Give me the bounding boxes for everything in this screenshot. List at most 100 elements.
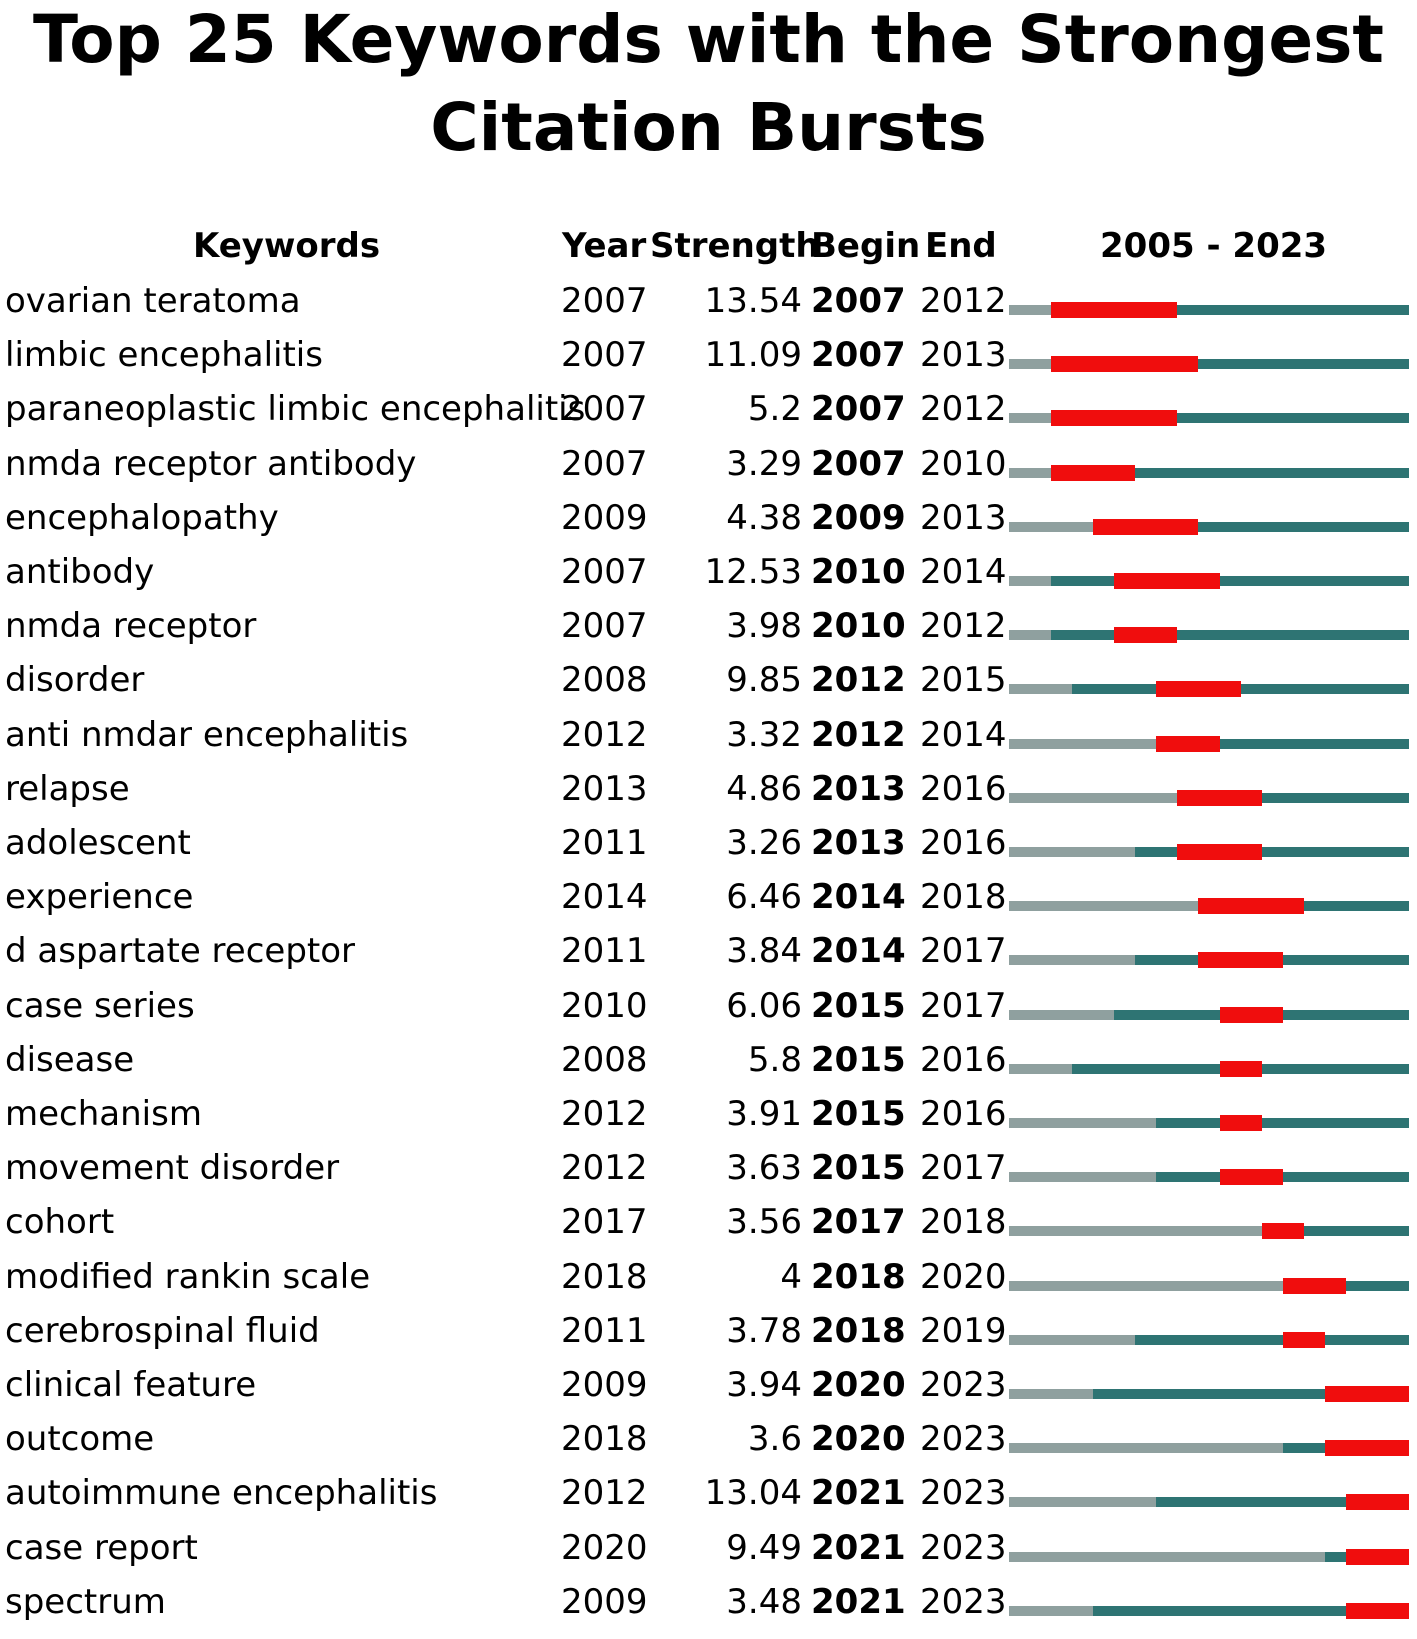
end-cell: 2023 — [920, 1365, 1007, 1405]
burst-timeline — [1009, 1358, 1409, 1412]
pre-publication-segment — [1009, 847, 1136, 857]
keyword-cell: d aspartate receptor — [5, 931, 356, 972]
active-segment — [1261, 1226, 1409, 1237]
year-cell: 2009 — [561, 1581, 648, 1622]
strength-cell: 3.26 — [726, 823, 802, 863]
pre-publication-segment — [1009, 1172, 1157, 1183]
pre-publication-segment — [1009, 1334, 1136, 1345]
keyword-cell: movement disorder — [5, 1148, 340, 1189]
table-row: d aspartate receptor 2011 3.84 2014 2017 — [0, 924, 1417, 978]
burst-timeline — [1009, 1575, 1409, 1629]
strength-cell: 3.78 — [726, 1310, 802, 1351]
burst-timeline — [1009, 1466, 1409, 1520]
header-strength: Strength — [650, 226, 820, 266]
active-segment — [1156, 1172, 1409, 1183]
keyword-cell: cohort — [5, 1202, 115, 1243]
begin-cell: 2020 — [811, 1365, 906, 1405]
active-segment — [1177, 792, 1409, 803]
burst-timeline — [1009, 870, 1409, 924]
pre-publication-segment — [1009, 467, 1052, 478]
end-cell: 2016 — [920, 1094, 1007, 1134]
begin-cell: 2018 — [811, 1256, 906, 1297]
table-row: paraneoplastic limbic encephalitis 2007 5.… — [0, 382, 1417, 436]
burst-timeline — [1009, 274, 1409, 328]
burst-bar — [1177, 789, 1262, 806]
keyword-cell: antibody — [5, 552, 155, 592]
table-row: anti nmdar encephalitis 2012 3.32 2012 2014 — [0, 708, 1417, 762]
pre-publication-segment — [1009, 684, 1073, 695]
burst-bar — [1219, 1006, 1283, 1023]
end-cell: 2016 — [920, 823, 1007, 863]
begin-cell: 2007 — [811, 443, 906, 484]
year-cell: 2011 — [561, 823, 648, 863]
end-cell: 2020 — [920, 1256, 1007, 1297]
keyword-cell: autoimmune encephalitis — [5, 1473, 438, 1514]
strength-cell: 6.06 — [726, 985, 802, 1026]
burst-bar — [1051, 356, 1199, 373]
end-cell: 2014 — [920, 552, 1007, 592]
pre-publication-segment — [1009, 1551, 1325, 1562]
burst-timeline — [1009, 1521, 1409, 1575]
year-cell: 2012 — [561, 714, 648, 755]
begin-cell: 2012 — [811, 660, 906, 701]
keyword-cell: case series — [5, 985, 195, 1026]
pre-publication-segment — [1009, 1389, 1094, 1399]
burst-bar — [1219, 1115, 1262, 1131]
strength-cell: 5.2 — [747, 389, 802, 430]
table-row: nmda receptor antibody 2007 3.29 2007 2010 — [0, 437, 1417, 491]
strength-cell: 4.38 — [726, 497, 802, 538]
begin-cell: 2020 — [811, 1419, 906, 1460]
strength-cell: 3.91 — [726, 1094, 802, 1134]
begin-cell: 2021 — [811, 1527, 906, 1568]
strength-cell: 3.32 — [726, 714, 802, 755]
table-row: cohort 2017 3.56 2017 2018 — [0, 1195, 1417, 1249]
burst-timeline — [1009, 708, 1409, 762]
pre-publication-segment — [1009, 1009, 1115, 1020]
burst-timeline — [1009, 491, 1409, 545]
table-row: disorder 2008 9.85 2012 2015 — [0, 653, 1417, 707]
year-cell: 2018 — [561, 1419, 648, 1460]
keyword-cell: mechanism — [5, 1094, 202, 1134]
burst-timeline — [1009, 924, 1409, 978]
year-cell: 2007 — [561, 389, 648, 430]
table-row: clinical feature 2009 3.94 2020 2023 — [0, 1358, 1417, 1412]
end-cell: 2023 — [920, 1473, 1007, 1514]
strength-cell: 3.29 — [726, 443, 802, 484]
burst-timeline — [1009, 1250, 1409, 1304]
end-cell: 2017 — [920, 1148, 1007, 1189]
burst-bar — [1198, 898, 1304, 915]
year-cell: 2011 — [561, 931, 648, 972]
burst-bar — [1345, 1548, 1409, 1565]
pre-publication-segment — [1009, 955, 1136, 966]
active-segment — [1051, 576, 1409, 586]
begin-cell: 2014 — [811, 931, 906, 972]
end-cell: 2019 — [920, 1310, 1007, 1351]
end-cell: 2012 — [920, 389, 1007, 430]
year-cell: 2017 — [561, 1202, 648, 1243]
begin-cell: 2018 — [811, 1310, 906, 1351]
active-segment — [1051, 467, 1409, 478]
year-cell: 2007 — [561, 443, 648, 484]
burst-timeline — [1009, 762, 1409, 816]
pre-publication-segment — [1009, 630, 1052, 641]
begin-cell: 2007 — [811, 389, 906, 430]
burst-bar — [1198, 952, 1283, 969]
end-cell: 2023 — [920, 1527, 1007, 1568]
table-row: movement disorder 2012 3.63 2015 2017 — [0, 1141, 1417, 1195]
burst-bar — [1051, 410, 1178, 427]
begin-cell: 2015 — [811, 1094, 906, 1134]
active-segment — [1135, 847, 1409, 857]
end-cell: 2010 — [920, 443, 1007, 484]
table-row: mechanism 2012 3.91 2015 2016 — [0, 1087, 1417, 1141]
strength-cell: 3.63 — [726, 1148, 802, 1189]
pre-publication-segment — [1009, 576, 1052, 586]
end-cell: 2013 — [920, 335, 1007, 376]
end-cell: 2014 — [920, 714, 1007, 755]
burst-timeline — [1009, 1304, 1409, 1358]
active-segment — [1051, 413, 1409, 424]
burst-bar — [1282, 1277, 1346, 1294]
active-segment — [1093, 1389, 1409, 1399]
active-segment — [1051, 630, 1409, 641]
active-segment — [1156, 738, 1409, 749]
strength-cell: 5.8 — [747, 1039, 802, 1080]
